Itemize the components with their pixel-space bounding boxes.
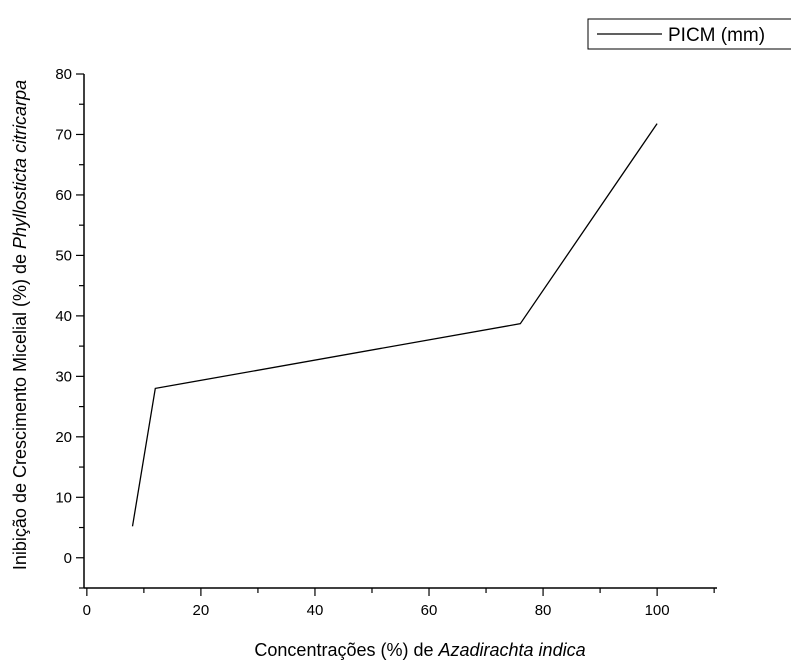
legend: PICM (mm) bbox=[587, 18, 791, 50]
y-tick-label: 10 bbox=[55, 489, 72, 506]
y-tick-label: 30 bbox=[55, 368, 72, 385]
y-tick-label: 70 bbox=[55, 126, 72, 143]
x-tick-label: 0 bbox=[83, 602, 91, 619]
x-tick-label: 60 bbox=[421, 602, 438, 619]
axes bbox=[83, 74, 717, 589]
ticks: 0 20 40 60 80 100 0 10 20 30 40 50 60 70 80 bbox=[55, 66, 715, 619]
x-axis-title-text: Concentrações (%) de bbox=[254, 640, 438, 660]
series-line-picm bbox=[131, 123, 658, 527]
legend-series-label: PICM (mm) bbox=[668, 25, 765, 46]
series-layer bbox=[131, 123, 658, 527]
x-axis-title: Concentrações (%) de Azadirachta indica bbox=[254, 640, 585, 660]
y-tick-label: 20 bbox=[55, 429, 72, 446]
x-axis-title-species: Azadirachta indica bbox=[438, 640, 586, 660]
x-tick-label: 100 bbox=[645, 602, 670, 619]
y-axis-title: Inibição de Crescimento Micelial (%) de … bbox=[10, 80, 30, 570]
y-tick-label: 50 bbox=[55, 247, 72, 264]
y-tick-label: 40 bbox=[55, 308, 72, 325]
x-tick-label: 40 bbox=[307, 602, 324, 619]
y-tick-label: 60 bbox=[55, 187, 72, 204]
x-tick-label: 20 bbox=[193, 602, 210, 619]
y-tick-label: 80 bbox=[55, 66, 72, 83]
y-axis-title-text: Inibição de Crescimento Micelial (%) de bbox=[10, 249, 30, 570]
y-tick-label: 0 bbox=[64, 550, 72, 567]
y-axis-title-species: Phyllosticta citricarpa bbox=[10, 80, 30, 249]
x-tick-label: 80 bbox=[535, 602, 552, 619]
